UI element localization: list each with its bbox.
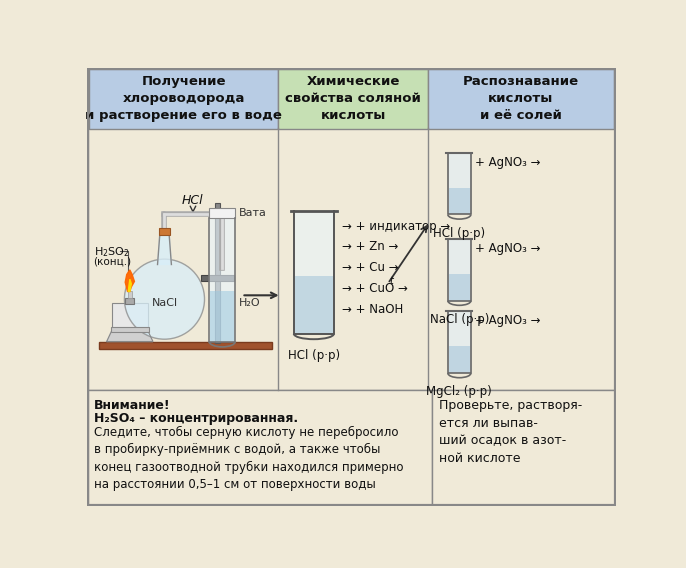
Text: → + CuO →: → + CuO → bbox=[342, 282, 407, 295]
Text: HCl: HCl bbox=[182, 194, 204, 207]
Bar bbox=[210, 291, 235, 341]
Text: NaCl: NaCl bbox=[152, 298, 178, 308]
Bar bbox=[89, 69, 279, 129]
Bar bbox=[99, 341, 272, 349]
Bar bbox=[215, 203, 220, 343]
Text: HCl (р·р): HCl (р·р) bbox=[288, 349, 340, 362]
Bar bbox=[448, 311, 471, 373]
Bar bbox=[432, 390, 615, 506]
Text: Распознавание
кислоты
и её солей: Распознавание кислоты и её солей bbox=[463, 76, 579, 123]
Bar bbox=[202, 274, 234, 281]
Polygon shape bbox=[158, 233, 172, 265]
Bar bbox=[428, 69, 614, 129]
Bar bbox=[112, 303, 147, 330]
Polygon shape bbox=[107, 330, 153, 341]
Text: → + NaOH: → + NaOH bbox=[342, 303, 403, 316]
Bar bbox=[88, 128, 615, 390]
Bar bbox=[159, 228, 170, 235]
Bar bbox=[449, 274, 470, 300]
Text: H$_2$SO$_2$: H$_2$SO$_2$ bbox=[93, 245, 130, 259]
Circle shape bbox=[124, 259, 204, 339]
Polygon shape bbox=[128, 279, 131, 291]
Text: + AgNO₃ →: + AgNO₃ → bbox=[475, 314, 541, 327]
Bar bbox=[128, 291, 132, 298]
Text: (конц.): (конц.) bbox=[93, 256, 132, 266]
Bar bbox=[209, 218, 235, 341]
Text: Химические
свойства соляной
кислоты: Химические свойства соляной кислоты bbox=[285, 76, 421, 123]
Text: + AgNO₃ →: + AgNO₃ → bbox=[475, 242, 541, 255]
Text: Получение
хлороводорода
и растворение его в воде: Получение хлороводорода и растворение ег… bbox=[85, 76, 282, 123]
Text: Следите, чтобы серную кислоту не перебросило
в пробирку-приёмник с водой, а такж: Следите, чтобы серную кислоту не перебро… bbox=[93, 425, 403, 491]
Bar bbox=[294, 276, 333, 334]
Text: → + Zn →: → + Zn → bbox=[342, 240, 398, 253]
Bar bbox=[279, 69, 428, 129]
Bar bbox=[449, 187, 470, 215]
Bar bbox=[209, 207, 235, 218]
Bar bbox=[448, 153, 471, 215]
Text: Вата: Вата bbox=[239, 208, 266, 218]
Text: MgCl₂ (р·р): MgCl₂ (р·р) bbox=[427, 386, 493, 398]
Text: + AgNO₃ →: + AgNO₃ → bbox=[475, 156, 541, 169]
Text: H₂SO₄ – концентрированная.: H₂SO₄ – концентрированная. bbox=[93, 412, 298, 424]
Bar bbox=[448, 239, 471, 300]
Text: Внимание!: Внимание! bbox=[93, 399, 170, 412]
Bar bbox=[449, 346, 470, 373]
Text: H₂O: H₂O bbox=[239, 298, 260, 308]
Text: t: t bbox=[389, 277, 393, 286]
Text: → + Cu →: → + Cu → bbox=[342, 261, 398, 274]
Text: → + индикатор →: → + индикатор → bbox=[342, 219, 450, 232]
Text: NaCl (р·р): NaCl (р·р) bbox=[429, 313, 489, 326]
Polygon shape bbox=[125, 270, 134, 291]
Bar bbox=[294, 211, 334, 334]
Bar bbox=[125, 298, 134, 304]
Bar bbox=[110, 327, 149, 332]
Text: HCl (р·р): HCl (р·р) bbox=[434, 227, 486, 240]
Text: Проверьте, растворя-
ется ли выпав-
ший осадок в азот-
ной кислоте: Проверьте, растворя- ется ли выпав- ший … bbox=[438, 399, 582, 465]
Bar bbox=[88, 390, 432, 506]
